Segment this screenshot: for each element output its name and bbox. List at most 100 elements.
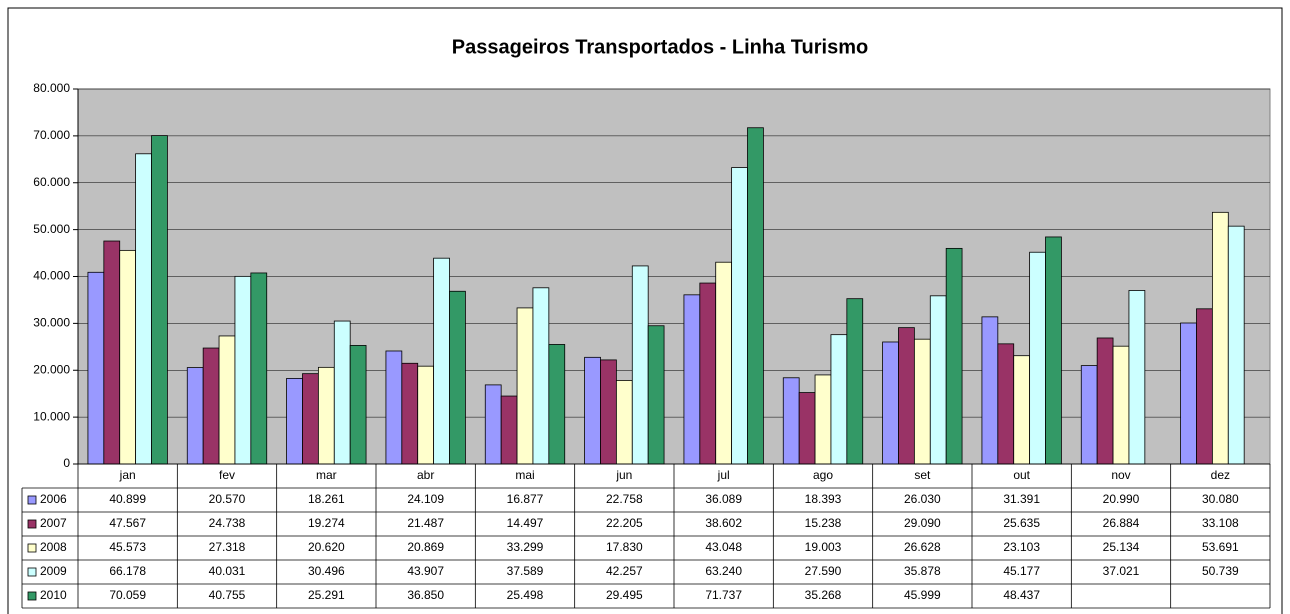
table-value: 40.031 <box>209 564 246 578</box>
table-value: 14.497 <box>507 516 544 530</box>
bar <box>484 384 502 465</box>
bar <box>103 240 121 465</box>
bar <box>615 380 633 465</box>
bar <box>151 135 168 465</box>
table-value: 20.869 <box>407 540 444 554</box>
bar <box>929 295 947 465</box>
x-tick-label: jul <box>717 468 730 482</box>
legend-key <box>27 495 37 505</box>
table-value: 25.291 <box>308 588 345 602</box>
bar <box>202 347 220 465</box>
bar <box>302 373 319 465</box>
table-value: 25.635 <box>1003 516 1040 530</box>
legend-key <box>27 519 37 529</box>
table-value: 25.498 <box>507 588 544 602</box>
table-value: 31.391 <box>1003 492 1040 506</box>
bar <box>1211 211 1229 465</box>
table-value: 45.573 <box>109 540 146 554</box>
bar <box>333 320 351 465</box>
table-value: 47.567 <box>109 516 146 530</box>
bar <box>683 294 701 465</box>
table-value: 30.496 <box>308 564 345 578</box>
x-tick-label: mai <box>515 468 534 482</box>
y-tick-label: 60.000 <box>33 175 70 189</box>
bar <box>1196 308 1213 465</box>
bar <box>913 338 931 465</box>
bar <box>945 247 963 465</box>
bar <box>218 335 236 465</box>
bar <box>647 325 665 465</box>
x-tick-label: mar <box>316 468 337 482</box>
bar <box>250 272 268 465</box>
bar <box>234 275 252 465</box>
legend-label: 2007 <box>40 516 67 530</box>
table-value: 53.691 <box>1202 540 1239 554</box>
table-value: 30.080 <box>1202 492 1239 506</box>
bar <box>631 265 649 465</box>
bar <box>981 316 999 465</box>
table-value: 26.884 <box>1103 516 1140 530</box>
legend-key <box>27 543 37 553</box>
bar <box>814 374 832 465</box>
x-tick-label: fev <box>219 468 235 482</box>
bar <box>830 334 848 465</box>
bar <box>1128 290 1146 465</box>
table-value: 26.628 <box>904 540 941 554</box>
bar <box>449 290 466 465</box>
table-value: 25.134 <box>1103 540 1140 554</box>
y-tick-label: 0 <box>63 456 70 470</box>
table-value: 29.495 <box>606 588 643 602</box>
bar <box>135 153 152 465</box>
table-value: 23.103 <box>1003 540 1040 554</box>
bar <box>532 287 550 465</box>
bar <box>385 350 403 465</box>
table-value: 19.274 <box>308 516 345 530</box>
bar <box>433 257 450 465</box>
table-value: 17.830 <box>606 540 643 554</box>
table-value: 36.089 <box>705 492 742 506</box>
bar <box>798 392 816 465</box>
y-tick-label: 70.000 <box>33 128 70 142</box>
bar <box>997 343 1015 465</box>
x-tick-label: set <box>914 468 931 482</box>
table-value: 27.318 <box>209 540 246 554</box>
bar <box>119 249 137 465</box>
bar <box>1112 345 1130 465</box>
legend-label: 2008 <box>40 540 67 554</box>
bar <box>87 271 105 465</box>
bar <box>1045 236 1062 465</box>
table-value: 70.059 <box>109 588 146 602</box>
bar <box>548 344 566 465</box>
table-value: 24.738 <box>209 516 246 530</box>
table-value: 36.850 <box>407 588 444 602</box>
x-tick-label: jan <box>119 468 136 482</box>
bar <box>1013 355 1031 465</box>
bar <box>1180 322 1197 465</box>
table-value: 66.178 <box>109 564 146 578</box>
y-tick-label: 10.000 <box>33 409 70 423</box>
bar <box>715 261 733 465</box>
x-tick-label: jun <box>615 468 632 482</box>
bar <box>898 327 915 465</box>
bar <box>500 395 518 465</box>
table-value: 21.487 <box>407 516 444 530</box>
table-value: 50.739 <box>1202 564 1239 578</box>
table-value: 71.737 <box>705 588 742 602</box>
bar <box>882 341 899 465</box>
legend-label: 2010 <box>40 588 67 602</box>
table-value: 15.238 <box>805 516 842 530</box>
x-tick-label: ago <box>813 468 833 482</box>
table-value: 43.048 <box>705 540 742 554</box>
table-value: 26.030 <box>904 492 941 506</box>
x-tick-label: abr <box>417 468 434 482</box>
table-value: 33.108 <box>1202 516 1239 530</box>
legend-key <box>27 591 37 601</box>
table-value: 20.620 <box>308 540 345 554</box>
table-value: 45.999 <box>904 588 941 602</box>
legend-label: 2009 <box>40 564 67 578</box>
bar <box>401 362 419 465</box>
table-value: 38.602 <box>705 516 742 530</box>
table-value: 33.299 <box>507 540 544 554</box>
table-value: 37.021 <box>1103 564 1140 578</box>
table-value: 20.570 <box>209 492 246 506</box>
